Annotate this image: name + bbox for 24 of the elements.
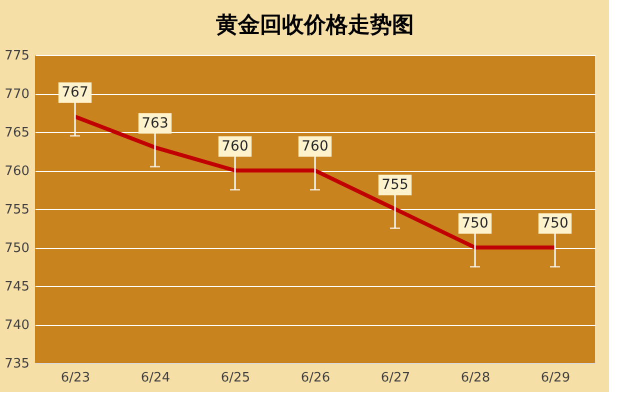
data-label: 755 [382,177,408,193]
y-tick-label: 755 [4,202,30,218]
x-tick-label: 6/23 [60,370,90,386]
y-tick-label: 735 [4,356,30,372]
y-tick-label: 740 [4,318,30,333]
y-tick-label: 745 [4,280,30,294]
data-label: 760 [302,138,328,154]
x-tick-label: 6/24 [140,370,170,386]
data-label: 763 [142,115,168,132]
y-tick-label: 775 [4,48,30,64]
chart-title: 黄金回收价格走势图 [215,12,414,38]
y-tick-label: 770 [4,87,30,102]
data-label: 750 [542,216,568,232]
y-tick-label: 760 [4,164,30,179]
x-tick-label: 6/26 [300,370,330,386]
y-tick-label: 750 [4,241,30,256]
data-label: 750 [462,216,488,232]
x-tick-label: 6/27 [380,370,410,386]
data-label: 760 [222,138,248,154]
x-tick-label: 6/25 [220,370,250,386]
data-label: 767 [62,84,88,101]
x-tick-label: 6/29 [540,370,570,386]
y-tick-label: 765 [4,126,30,140]
x-tick-label: 6/28 [460,370,490,386]
